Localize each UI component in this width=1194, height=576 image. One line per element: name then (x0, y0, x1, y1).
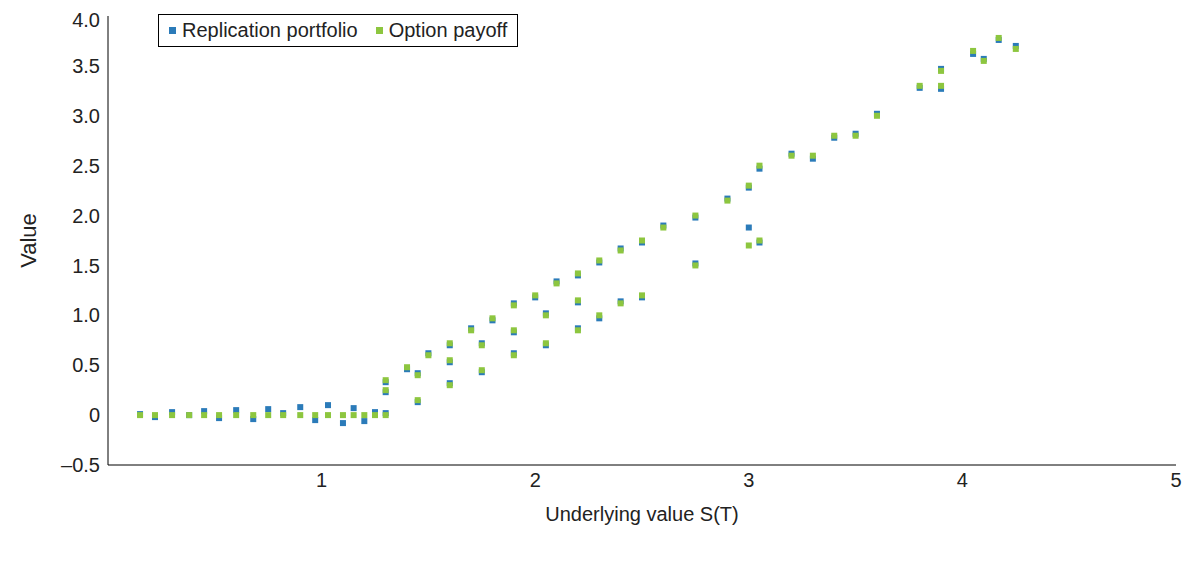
svg-text:0: 0 (89, 404, 100, 426)
svg-text:4: 4 (957, 469, 968, 491)
svg-text:–0.5: –0.5 (61, 454, 100, 476)
svg-text:3.0: 3.0 (72, 105, 100, 127)
svg-text:2.0: 2.0 (72, 205, 100, 227)
svg-text:3.5: 3.5 (72, 55, 100, 77)
svg-text:0.5: 0.5 (72, 354, 100, 376)
svg-text:4.0: 4.0 (72, 9, 100, 31)
svg-text:2: 2 (530, 469, 541, 491)
html-text:Replication portfolio: Replication portfolio (182, 19, 358, 41)
svg-text:2.5: 2.5 (72, 155, 100, 177)
svg-text:1: 1 (316, 469, 327, 491)
svg-text:1.5: 1.5 (72, 255, 100, 277)
svg-text:Underlying value S(T): Underlying value S(T) (545, 503, 738, 525)
svg-text:5: 5 (1170, 469, 1181, 491)
svg-text:Value: Value (16, 213, 41, 268)
svg-text:1.0: 1.0 (72, 304, 100, 326)
svg-text:3: 3 (743, 469, 754, 491)
html-text:Option payoff: Option payoff (388, 19, 508, 41)
